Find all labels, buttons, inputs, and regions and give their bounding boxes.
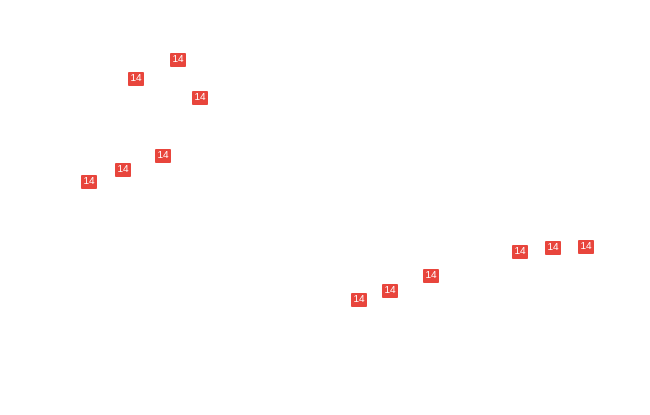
map-marker[interactable]: 14 bbox=[545, 241, 561, 255]
map-marker[interactable]: 14 bbox=[512, 245, 528, 259]
map-marker[interactable]: 14 bbox=[578, 240, 594, 254]
map-marker[interactable]: 14 bbox=[128, 72, 144, 86]
map-marker[interactable]: 14 bbox=[170, 53, 186, 67]
map-marker[interactable]: 14 bbox=[423, 269, 439, 283]
map-marker[interactable]: 14 bbox=[81, 175, 97, 189]
map-marker[interactable]: 14 bbox=[382, 284, 398, 298]
map-marker[interactable]: 14 bbox=[351, 293, 367, 307]
map-marker[interactable]: 14 bbox=[155, 149, 171, 163]
map-marker[interactable]: 14 bbox=[192, 91, 208, 105]
map-marker[interactable]: 14 bbox=[115, 163, 131, 177]
